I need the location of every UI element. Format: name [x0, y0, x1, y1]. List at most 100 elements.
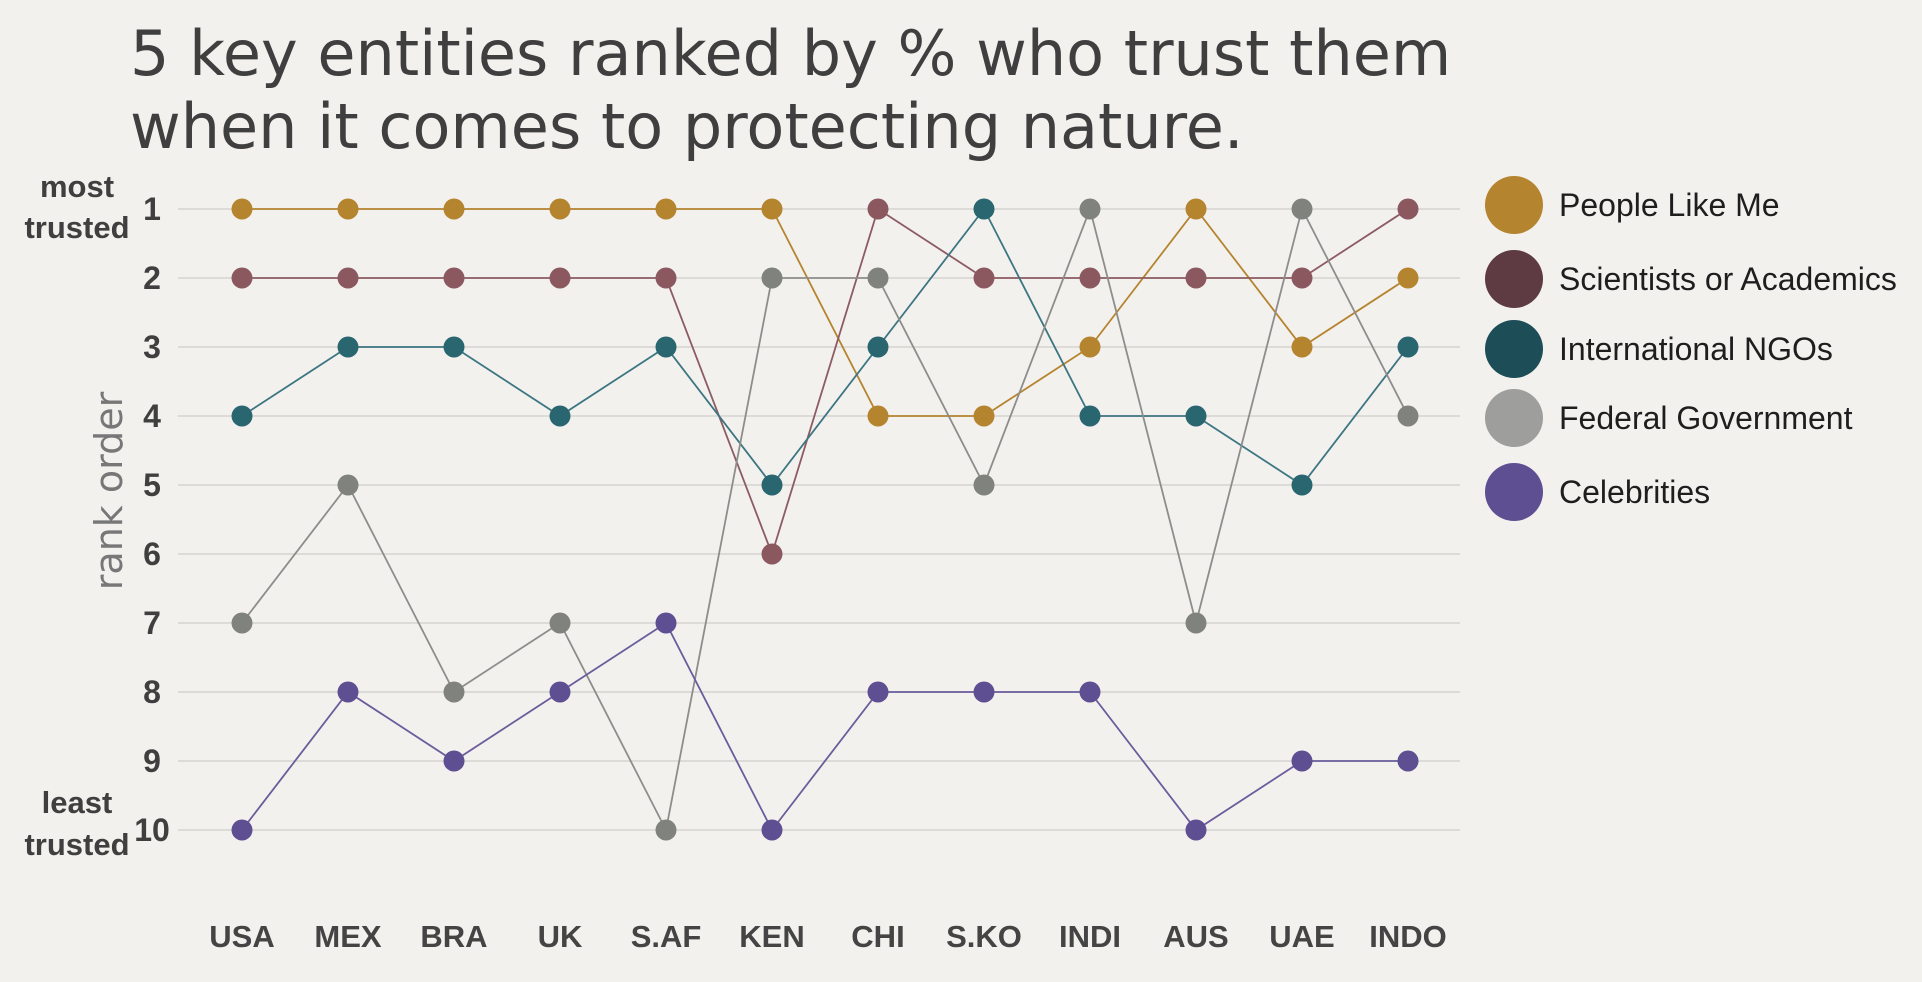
point-scientists-or-academics-uae	[1291, 267, 1313, 289]
legend-swatch-people-like-me	[1485, 176, 1543, 234]
point-international-ngos-sko	[973, 198, 995, 220]
point-federal-government-saf	[655, 819, 677, 841]
legend-item-international-ngos: International NGOs	[1485, 320, 1833, 378]
point-federal-government-usa	[231, 612, 253, 634]
y-tick-5: 5	[143, 467, 161, 503]
series-line-people-like-me	[242, 207, 1409, 417]
chart-title-line-2: when it comes to protecting nature.	[130, 90, 1244, 163]
point-scientists-or-academics-indo	[1397, 198, 1419, 220]
x-tick-usa: USA	[209, 919, 274, 954]
x-tick-saf: S.AF	[631, 919, 702, 954]
y-tick-10: 10	[134, 812, 170, 848]
y-tick-2: 2	[143, 260, 161, 296]
legend-label-people-like-me: People Like Me	[1559, 187, 1780, 223]
most-trusted-label-line-2: trusted	[24, 210, 129, 245]
point-international-ngos-uae	[1291, 474, 1313, 496]
point-scientists-or-academics-bra	[443, 267, 465, 289]
point-international-ngos-indo	[1397, 336, 1419, 358]
point-international-ngos-saf	[655, 336, 677, 358]
point-people-like-me-chi	[867, 405, 889, 427]
series-people-like-me	[231, 198, 1419, 427]
series-international-ngos	[231, 198, 1419, 496]
legend: People Like Me Scientists or Academics Int…	[1485, 176, 1897, 521]
y-tick-8: 8	[143, 674, 161, 710]
point-scientists-or-academics-ken	[761, 543, 783, 565]
series-line-celebrities	[241, 621, 1408, 832]
point-international-ngos-chi	[867, 336, 889, 358]
point-scientists-or-academics-saf	[655, 267, 677, 289]
point-people-like-me-sko	[973, 405, 995, 427]
point-people-like-me-bra	[443, 198, 465, 220]
series-lines	[231, 198, 1419, 841]
x-tick-uk: UK	[538, 919, 583, 954]
least-trusted-label-line-1: least	[42, 785, 113, 820]
legend-label-international-ngos: International NGOs	[1559, 331, 1833, 367]
point-international-ngos-usa	[231, 405, 253, 427]
point-scientists-or-academics-aus	[1185, 267, 1207, 289]
point-scientists-or-academics-mex	[337, 267, 359, 289]
x-tick-sko: S.KO	[946, 919, 1022, 954]
y-tick-7: 7	[143, 605, 161, 641]
x-tick-ken: KEN	[739, 919, 804, 954]
point-celebrities-aus	[1185, 819, 1207, 841]
y-tick-3: 3	[143, 329, 161, 365]
point-federal-government-sko	[973, 474, 995, 496]
point-people-like-me-aus	[1185, 198, 1207, 220]
series-federal-government	[231, 198, 1419, 841]
point-federal-government-uae	[1291, 198, 1313, 220]
y-tick-9: 9	[143, 743, 161, 779]
legend-swatch-scientists-or-academics	[1485, 250, 1543, 308]
point-federal-government-bra	[443, 681, 465, 703]
x-tick-indo: INDO	[1369, 919, 1447, 954]
point-celebrities-usa	[231, 819, 253, 841]
point-celebrities-bra	[443, 750, 465, 772]
series-line-federal-government	[241, 206, 1409, 833]
point-international-ngos-uk	[549, 405, 571, 427]
point-federal-government-ken	[761, 267, 783, 289]
legend-label-scientists-or-academics: Scientists or Academics	[1559, 261, 1897, 297]
point-international-ngos-ken	[761, 474, 783, 496]
point-people-like-me-indo	[1397, 267, 1419, 289]
x-axis-ticks: USA MEX BRA UK S.AF KEN CHI S.KO INDI AUS UAE INDO	[209, 919, 1446, 954]
point-international-ngos-aus	[1185, 405, 1207, 427]
legend-label-celebrities: Celebrities	[1559, 474, 1710, 510]
point-people-like-me-uk	[549, 198, 571, 220]
point-people-like-me-usa	[231, 198, 253, 220]
y-axis-title: rank order	[87, 391, 131, 590]
x-tick-aus: AUS	[1163, 919, 1228, 954]
legend-swatch-international-ngos	[1485, 320, 1543, 378]
point-international-ngos-indi	[1079, 405, 1101, 427]
point-celebrities-uae	[1291, 750, 1313, 772]
point-scientists-or-academics-sko	[973, 267, 995, 289]
y-axis-end-labels: most trusted least trusted	[24, 169, 129, 862]
series-line-scientists-or-academics	[242, 207, 1409, 557]
legend-swatch-celebrities	[1485, 463, 1543, 521]
y-tick-4: 4	[143, 398, 161, 434]
legend-item-people-like-me: People Like Me	[1485, 176, 1780, 234]
point-celebrities-indo	[1397, 750, 1419, 772]
most-trusted-label-line-1: most	[40, 169, 114, 204]
point-celebrities-sko	[973, 681, 995, 703]
point-scientists-or-academics-uk	[549, 267, 571, 289]
y-tick-6: 6	[143, 536, 161, 572]
point-people-like-me-indi	[1079, 336, 1101, 358]
point-scientists-or-academics-indi	[1079, 267, 1101, 289]
x-tick-uae: UAE	[1269, 919, 1334, 954]
point-international-ngos-mex	[337, 336, 359, 358]
x-tick-indi: INDI	[1059, 919, 1121, 954]
point-people-like-me-ken	[761, 198, 783, 220]
point-scientists-or-academics-usa	[231, 267, 253, 289]
legend-label-federal-government: Federal Government	[1559, 400, 1853, 436]
point-people-like-me-uae	[1291, 336, 1313, 358]
x-tick-mex: MEX	[314, 919, 382, 954]
y-axis-ticks: 1 2 3 4 5 6 7 8 9 10	[134, 191, 170, 848]
point-celebrities-uk	[549, 681, 571, 703]
chart-title-line-1: 5 key entities ranked by % who trust the…	[130, 17, 1451, 90]
point-celebrities-ken	[761, 819, 783, 841]
point-celebrities-mex	[337, 681, 359, 703]
point-celebrities-indi	[1079, 681, 1101, 703]
point-federal-government-indo	[1397, 405, 1419, 427]
series-line-international-ngos	[241, 207, 1409, 487]
x-tick-bra: BRA	[420, 919, 487, 954]
